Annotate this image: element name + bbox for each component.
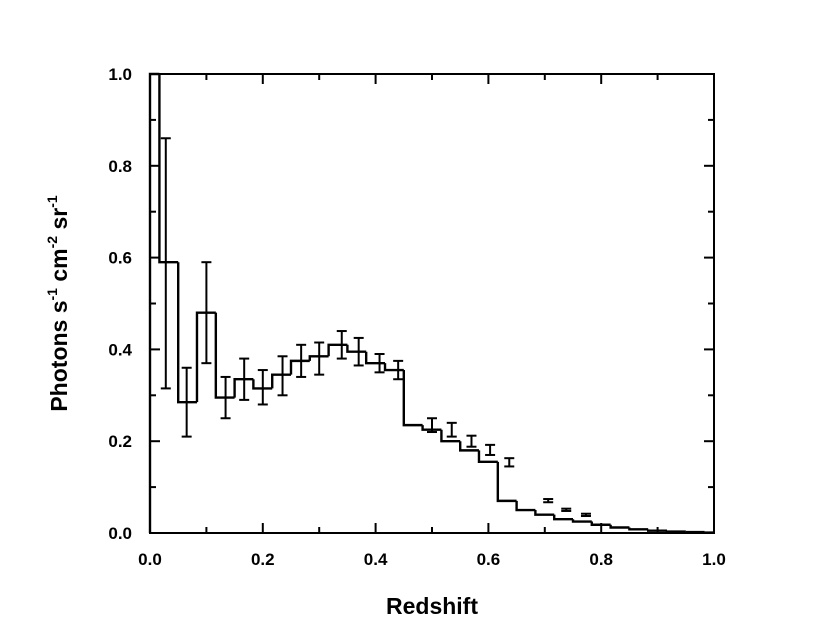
error-bar xyxy=(393,359,404,381)
x-axis-title: Redshift xyxy=(386,593,478,619)
y-tick-labels: 0.0 0.2 0.4 0.6 0.8 1.0 xyxy=(108,65,132,543)
histogram-step xyxy=(402,370,423,427)
histogram-step xyxy=(346,344,367,353)
y-title-superscript: -1 xyxy=(44,195,60,208)
y-tick-label: 0.0 xyxy=(108,524,132,543)
error-bar xyxy=(543,498,554,504)
x-tick-label: 0.6 xyxy=(477,550,501,569)
error-bar xyxy=(277,355,288,397)
error-bar xyxy=(336,330,347,360)
error-bar xyxy=(181,366,192,438)
histogram-step xyxy=(609,524,630,529)
y-tick-label: 0.4 xyxy=(108,340,132,359)
error-bar xyxy=(201,261,212,365)
error-bar xyxy=(580,512,591,518)
y-title-part: Photons s xyxy=(46,300,72,411)
histogram-step xyxy=(421,425,442,431)
histogram-step xyxy=(459,441,479,452)
histogram-step xyxy=(553,514,573,521)
x-tick-label: 0.4 xyxy=(364,550,388,569)
x-tick-labels: 0.0 0.2 0.4 0.6 0.8 1.0 xyxy=(138,550,726,569)
error-bar xyxy=(561,507,572,512)
histogram-step xyxy=(440,429,461,443)
histogram-step xyxy=(252,379,273,390)
x-tick-label: 0.0 xyxy=(138,550,162,569)
histogram-step xyxy=(665,530,686,533)
histogram-step xyxy=(571,519,592,523)
error-bar xyxy=(485,443,496,456)
histogram-step xyxy=(646,529,668,532)
y-tick-label: 0.2 xyxy=(108,432,132,451)
error-bar xyxy=(374,352,385,374)
error-bar xyxy=(239,357,250,401)
error-bar xyxy=(466,434,477,448)
histogram-series xyxy=(148,72,714,534)
x-tick-label: 0.8 xyxy=(589,550,613,569)
histogram-step xyxy=(271,373,291,389)
y-tick-label: 0.6 xyxy=(108,249,132,268)
error-bar xyxy=(160,137,171,390)
y-title-part: sr xyxy=(46,208,72,236)
histogram-step xyxy=(515,500,536,512)
histogram-step xyxy=(214,312,235,399)
error-bar xyxy=(504,457,515,468)
histogram-step xyxy=(289,359,310,375)
y-title-superscript: -2 xyxy=(44,236,60,249)
y-tick-label: 0.8 xyxy=(108,157,132,176)
error-bar xyxy=(296,343,307,378)
error-bar xyxy=(314,341,325,376)
error-bar xyxy=(220,375,231,420)
histogram-step xyxy=(628,527,649,531)
error-bar xyxy=(446,421,457,438)
y-axis-title: Photons s-1 cm-2 sr-1 xyxy=(44,195,72,412)
histogram-step xyxy=(327,343,348,357)
histogram-step xyxy=(308,355,329,361)
axis-ticks xyxy=(149,73,715,534)
error-bar xyxy=(353,336,364,367)
histogram-step xyxy=(534,510,555,516)
x-tick-label: 0.2 xyxy=(251,550,275,569)
plot-frame xyxy=(149,73,715,534)
histogram-step xyxy=(177,262,197,404)
y-title-part: cm xyxy=(46,248,72,288)
histogram-step xyxy=(233,378,254,398)
y-title-superscript: -1 xyxy=(44,288,60,301)
histogram-step xyxy=(383,363,404,372)
histogram-step xyxy=(158,74,179,264)
y-tick-label: 1.0 xyxy=(108,65,132,84)
error-bar xyxy=(427,417,437,434)
x-tick-label: 1.0 xyxy=(702,550,726,569)
error-bar xyxy=(257,369,268,406)
histogram-step xyxy=(590,521,611,526)
histogram-step xyxy=(195,311,216,403)
histogram-step xyxy=(477,450,498,464)
histogram-step xyxy=(496,461,517,503)
error-bars xyxy=(160,137,591,518)
